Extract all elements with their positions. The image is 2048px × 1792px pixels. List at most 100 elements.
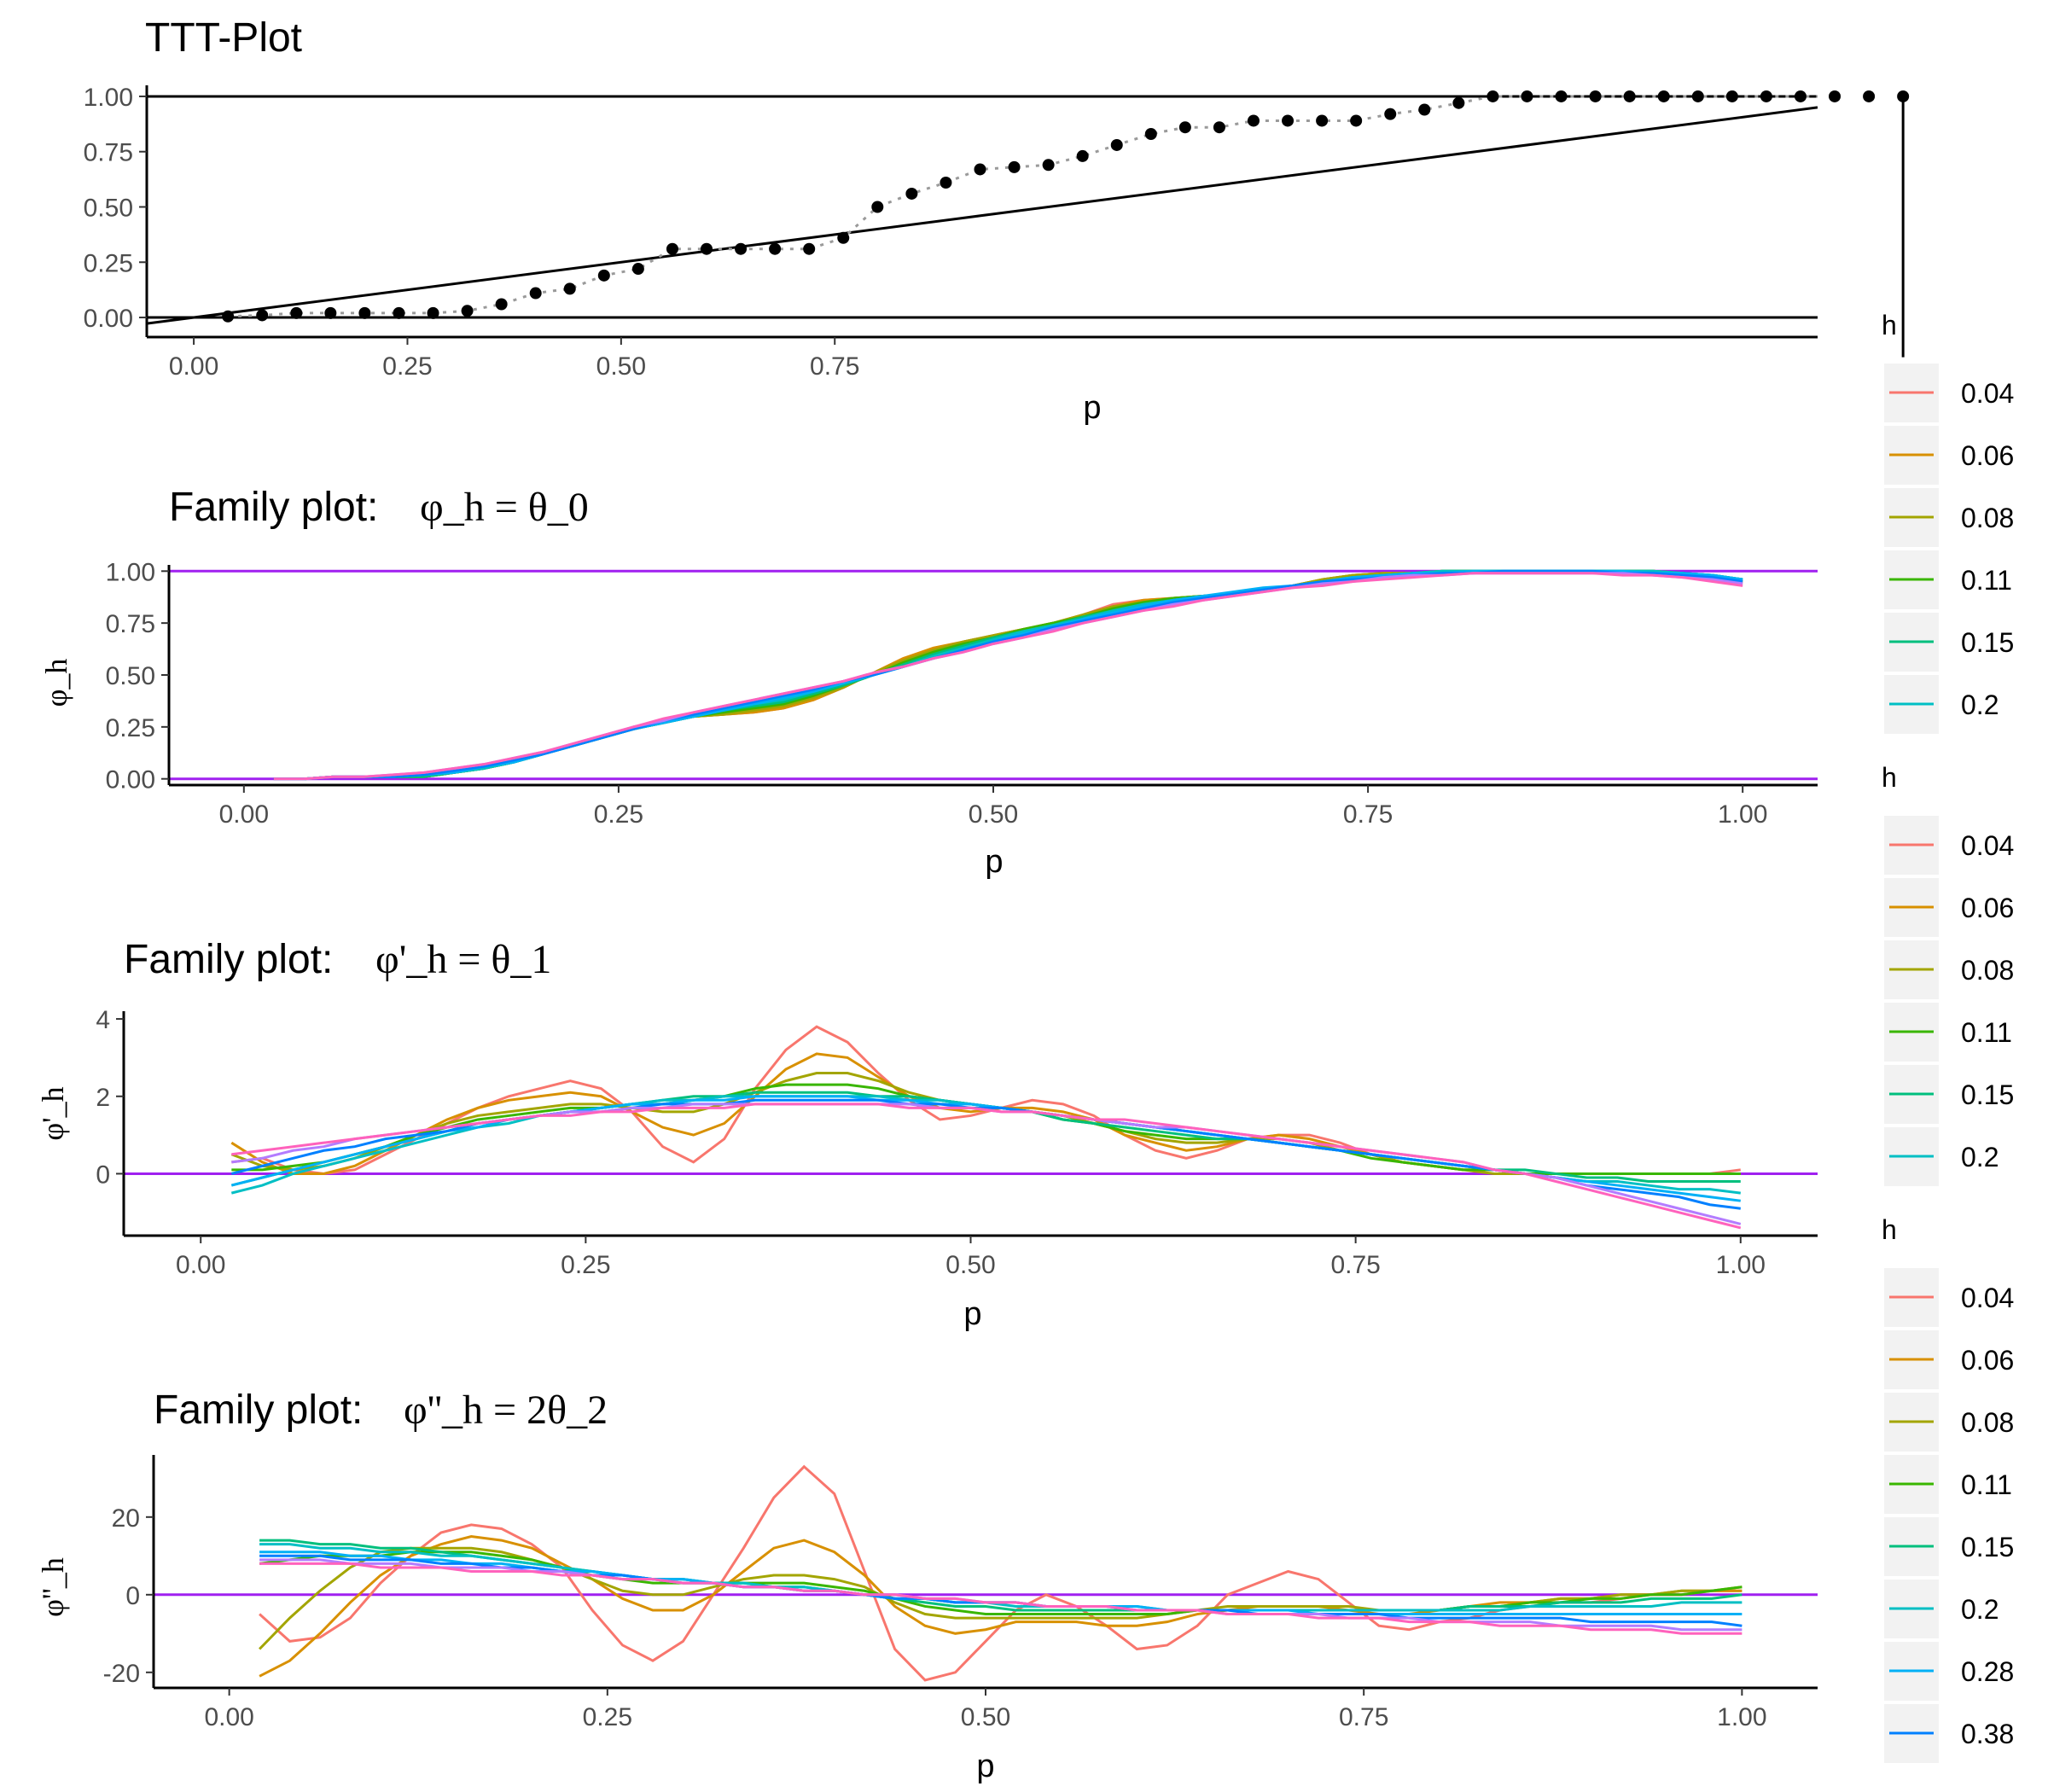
legend-label: 0.11 <box>1961 1017 2012 1048</box>
legend-label: 0.06 <box>1961 1345 2014 1376</box>
legend-title: h <box>1882 310 1897 340</box>
ttt-point <box>1384 108 1397 120</box>
ttt-point <box>324 306 337 319</box>
ttt-plot-title: TTT-Plot <box>145 15 302 61</box>
legend-label: 0.11 <box>1961 1469 2012 1500</box>
y-tick-label: 4 <box>96 1006 110 1034</box>
ttt-point <box>393 306 405 319</box>
ttt-point <box>1794 90 1807 102</box>
x-tick-label: 0.00 <box>219 800 269 829</box>
series-line-h-0.06 <box>273 569 1743 781</box>
ttt-point <box>769 242 782 255</box>
legend-label: 0.28 <box>1961 1656 2014 1687</box>
series-line-h-0.15 <box>259 1539 1743 1612</box>
legend-label: 0.15 <box>1961 627 2014 658</box>
legend-label: 0.08 <box>1961 503 2014 533</box>
y-tick-label: 0.25 <box>84 249 133 277</box>
family-plot-theta2-panel: Family plot: φ''_h = 2θ_2 p φ''_h 0.00 0.… <box>36 1388 1818 1784</box>
family-plot-theta0-panel: Family plot: φ_h = θ_0 p φ_h 0.00 0.25 0.5… <box>39 485 1818 880</box>
x-tick-label: 0.25 <box>561 1251 610 1279</box>
x-tick-label: 0.25 <box>382 352 432 381</box>
ttt-point <box>1555 90 1568 102</box>
series-line-h-0.11 <box>273 569 1743 781</box>
ttt-point <box>666 242 678 255</box>
ttt-point <box>1521 90 1533 102</box>
y-tick-label: 0.50 <box>84 195 133 223</box>
x-tick-label: 1.00 <box>1717 1703 1766 1731</box>
series-line-h-0.38 <box>273 569 1743 781</box>
ttt-point <box>1316 114 1329 127</box>
legend-label: 0.11 <box>1961 565 2012 596</box>
legend-label: 0.2 <box>1961 1142 1999 1172</box>
ttt-point <box>529 287 542 300</box>
ref-line-diagonal <box>147 106 1818 325</box>
panel2-y-axis-title: φ_h <box>39 659 73 707</box>
ttt-point <box>871 201 884 213</box>
family-plot-theta0-title: Family plot: <box>169 485 378 530</box>
family-plot-theta1-title-math: φ'_h = θ_1 <box>375 937 551 982</box>
x-tick-label: 0.50 <box>945 1251 995 1279</box>
ttt-point <box>1042 159 1055 172</box>
x-tick-label: 0.25 <box>583 1703 632 1731</box>
legend-3: h 0.04 0.06 0.08 0.11 0.15 0.2 0.28 0.38 <box>1882 1214 2014 1763</box>
x-tick-label: 0.75 <box>810 352 859 381</box>
ttt-point <box>1897 90 1910 102</box>
y-tick-label: 0.00 <box>84 305 133 333</box>
ttt-x-axis-title: p <box>1083 390 1101 426</box>
ttt-point <box>735 242 748 255</box>
ttt-point <box>1452 96 1465 109</box>
ttt-point <box>837 231 850 244</box>
series-line-h-0.04 <box>273 569 1743 781</box>
series-line-h-0.72 <box>259 1562 1743 1635</box>
ttt-point <box>1008 160 1021 173</box>
legend-label: 0.2 <box>1961 1594 1999 1625</box>
x-tick-label: 0.50 <box>596 352 646 381</box>
family-plot-theta2-title-math: φ''_h = 2θ_2 <box>404 1388 608 1433</box>
y-tick-label: 0.75 <box>84 139 133 167</box>
legend-label: 0.15 <box>1961 1079 2014 1110</box>
ttt-point <box>1110 138 1123 151</box>
x-tick-label: 0.50 <box>969 800 1018 829</box>
ttt-point <box>1623 90 1636 102</box>
series-line-h-0.04 <box>259 1464 1743 1682</box>
ttt-point <box>631 263 644 276</box>
ttt-point <box>905 187 918 200</box>
ttt-point <box>940 177 952 189</box>
ttt-point <box>358 306 371 319</box>
legend-label: 0.04 <box>1961 1283 2014 1313</box>
panel4-y-axis-title: φ''_h <box>36 1557 70 1617</box>
x-tick-label: 1.00 <box>1716 1251 1766 1279</box>
series-line-h-0.08 <box>273 569 1743 781</box>
family-plot-theta0-title-math: φ_h = θ_0 <box>420 485 589 530</box>
y-tick-label: 0.50 <box>106 662 155 690</box>
legend-label: 0.04 <box>1961 378 2014 409</box>
y-tick-label: 20 <box>112 1504 140 1533</box>
series-line-h-0.28 <box>273 569 1743 781</box>
ttt-point <box>1247 114 1260 127</box>
legend-label: 0.38 <box>1961 1719 2014 1749</box>
series-line-h-0.2 <box>273 569 1743 781</box>
ttt-point <box>290 306 303 319</box>
family-plot-theta1-title: Family plot: <box>124 937 333 982</box>
y-tick-label: 0.75 <box>106 610 155 638</box>
ttt-point <box>1418 103 1431 116</box>
legend-label: 0.08 <box>1961 955 2014 986</box>
ttt-point <box>1725 90 1738 102</box>
legend-label: 0.04 <box>1961 830 2014 861</box>
x-tick-label: 0.00 <box>176 1251 225 1279</box>
x-tick-label: 0.75 <box>1343 800 1393 829</box>
x-tick-label: 0.25 <box>594 800 643 829</box>
x-tick-label: 0.00 <box>169 352 218 381</box>
ttt-point <box>1282 114 1295 127</box>
ttt-point <box>597 269 610 282</box>
series-line-h-0.72 <box>273 572 1743 781</box>
series-line-h-0.04 <box>231 1025 1741 1175</box>
y-tick-label: 1.00 <box>84 84 133 112</box>
x-tick-label: 0.00 <box>204 1703 253 1731</box>
ttt-point <box>1829 90 1841 102</box>
panel2-x-axis-title: p <box>985 844 1003 880</box>
ttt-point <box>1178 121 1191 134</box>
y-tick-label: 2 <box>96 1084 110 1112</box>
ttt-point <box>1144 128 1157 140</box>
